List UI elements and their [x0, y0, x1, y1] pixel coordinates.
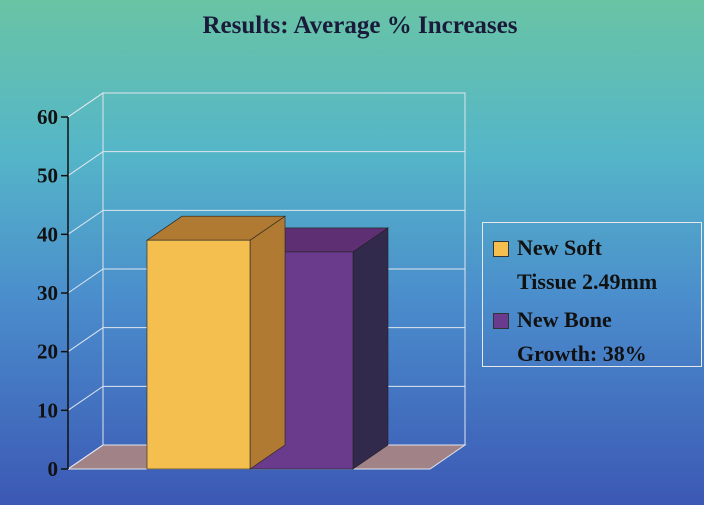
legend-label-line1: New Bone	[517, 307, 612, 332]
y-tick-label: 60	[37, 105, 58, 129]
legend-label-line2: Growth: 38%	[517, 341, 647, 366]
y-tick-label: 50	[37, 164, 58, 188]
chart-title: Results: Average % Increases	[202, 12, 518, 39]
legend: New Soft Tissue 2.49mm New Bone Growth: …	[482, 222, 702, 367]
y-tick-label: 10	[37, 398, 58, 422]
y-axis: 0 10 20 30 40 50 60	[37, 105, 69, 481]
gridline	[67, 151, 465, 177]
legend-label-line2: Tissue 2.49mm	[517, 269, 658, 294]
bar-soft-tissue	[146, 215, 286, 470]
bar-soft-tissue-front	[146, 239, 251, 470]
y-tick-label: 40	[37, 222, 58, 246]
bar-bone-growth-side	[352, 227, 389, 470]
y-tick-label: 0	[48, 457, 59, 481]
legend-swatch-soft-tissue	[493, 241, 509, 257]
y-tick-label: 20	[37, 340, 58, 364]
y-tick-label: 30	[37, 281, 58, 305]
gridline	[67, 209, 465, 235]
legend-label-line1: New Soft	[517, 235, 602, 260]
gridline	[67, 92, 465, 118]
bars	[146, 215, 389, 470]
legend-swatch-bone-growth	[493, 313, 509, 329]
bar-soft-tissue-side	[249, 215, 286, 470]
